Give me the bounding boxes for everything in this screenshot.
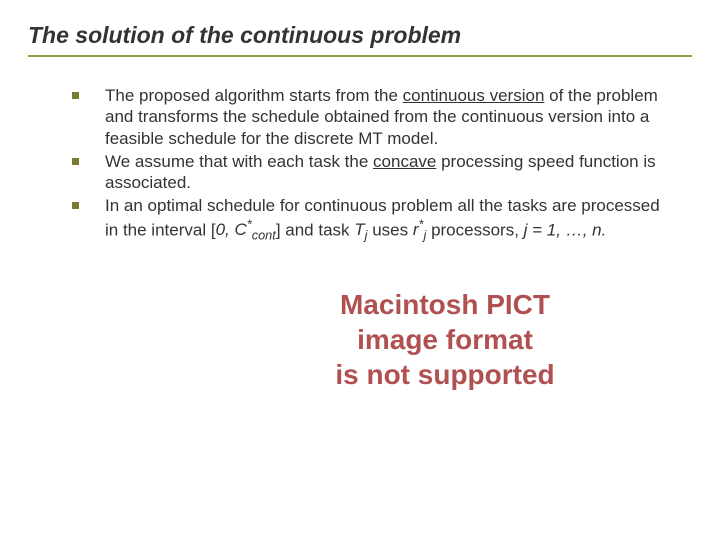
pict-unsupported-message: Macintosh PICT image format is not suppo…: [198, 287, 692, 392]
list-item: The proposed algorithm starts from the c…: [72, 85, 672, 149]
title-rule: The solution of the continuous problem: [28, 22, 692, 57]
square-bullet-icon: [72, 92, 79, 99]
square-bullet-icon: [72, 158, 79, 165]
square-bullet-icon: [72, 202, 79, 209]
bullet-list: The proposed algorithm starts from the c…: [28, 85, 692, 243]
bullet-text: We assume that with each task the concav…: [105, 151, 672, 194]
list-item: In an optimal schedule for continuous pr…: [72, 195, 672, 243]
pict-line: image format: [198, 322, 692, 357]
pict-line: is not supported: [198, 357, 692, 392]
slide-title: The solution of the continuous problem: [28, 22, 692, 49]
pict-line: Macintosh PICT: [198, 287, 692, 322]
list-item: We assume that with each task the concav…: [72, 151, 672, 194]
bullet-text: In an optimal schedule for continuous pr…: [105, 195, 672, 243]
bullet-text: The proposed algorithm starts from the c…: [105, 85, 672, 149]
